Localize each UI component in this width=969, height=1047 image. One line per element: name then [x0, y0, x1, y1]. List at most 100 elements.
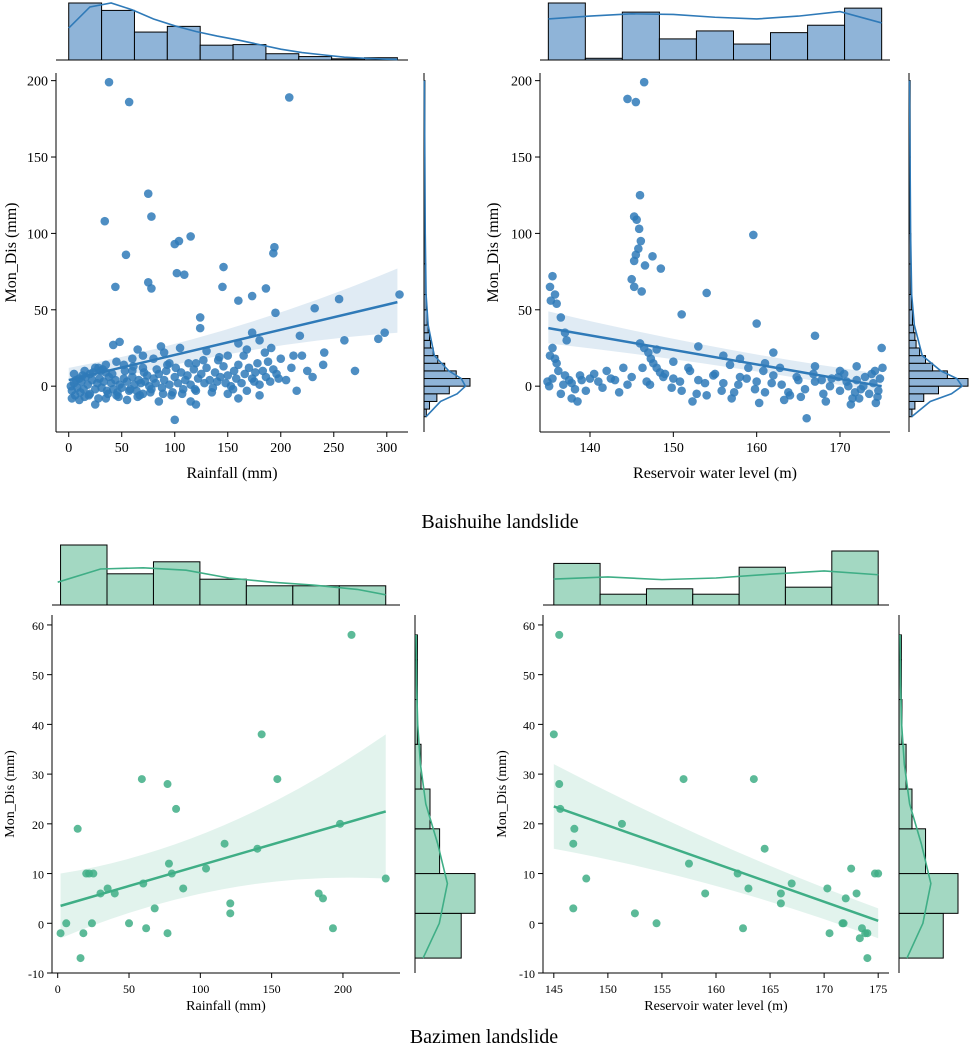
x-marginal-bar — [265, 53, 300, 61]
scatter-point — [777, 380, 786, 389]
scatter-point — [121, 250, 131, 260]
scatter-point — [380, 328, 389, 338]
scatter-point — [779, 395, 789, 405]
scatter-point — [79, 929, 88, 938]
scatter-point — [158, 389, 168, 399]
y-tick-label: 0 — [525, 380, 532, 395]
scatter-point — [287, 363, 296, 373]
scatter-point — [629, 256, 639, 266]
scatter-point — [319, 348, 329, 357]
scatter-point — [548, 343, 557, 353]
scatter-point — [273, 775, 282, 784]
scatter-point — [570, 824, 579, 833]
scatter-point — [569, 904, 578, 913]
scatter-point — [725, 360, 735, 370]
y-tick-label: 0 — [38, 917, 44, 931]
y-tick-label: 50 — [34, 304, 48, 319]
y-marginal-bar — [908, 408, 913, 418]
scatter-point — [139, 368, 149, 377]
scatter-point — [142, 924, 151, 933]
scatter-point — [107, 369, 117, 379]
x-marginal-bar — [553, 562, 601, 606]
scatter-point — [810, 377, 820, 386]
scatter-point — [240, 369, 250, 379]
scatter-point — [854, 394, 864, 403]
y-tick-label: 30 — [32, 768, 44, 782]
scatter-point — [150, 904, 159, 913]
scatter-point — [112, 357, 121, 367]
scatter-point — [825, 929, 834, 938]
scatter-point — [135, 391, 145, 400]
y-marginal-bar — [423, 347, 434, 357]
scatter-point — [103, 389, 113, 399]
scatter-point — [381, 874, 390, 883]
y-tick-label: 100 — [511, 227, 532, 242]
scatter-point — [760, 844, 769, 853]
scatter-point — [619, 363, 628, 373]
scatter-point — [179, 884, 188, 893]
y-marginal-kde — [423, 80, 467, 418]
x-tick-label: 140 — [580, 441, 601, 456]
scatter-point — [734, 380, 743, 389]
scatter-point — [556, 313, 566, 322]
scatter-point — [677, 310, 686, 319]
scatter-point — [138, 351, 148, 360]
scatter-point — [867, 369, 876, 379]
scatter-point — [684, 859, 693, 868]
scatter-point — [226, 899, 235, 908]
panel-bazimen-reservoir: 145 150 155 160 165 170 175 -10 0 10 20 30 40 50 60 Res… — [495, 550, 959, 1014]
y-tick-label: -10 — [28, 967, 44, 981]
scatter-point — [617, 819, 626, 828]
x-marginal-bar — [232, 44, 267, 61]
y-marginal-bar — [423, 339, 431, 349]
scatter-point — [694, 342, 703, 351]
scatter-point — [744, 363, 753, 373]
scatter-point — [284, 93, 294, 102]
scatter-point — [863, 929, 872, 938]
scatter-point — [229, 366, 239, 376]
scatter-point — [846, 400, 856, 409]
scatter-point — [669, 374, 678, 383]
y-tick-label: 40 — [32, 718, 44, 732]
y-tick-label: 20 — [523, 818, 535, 832]
scatter-point — [62, 919, 71, 928]
scatter-point — [735, 372, 745, 382]
x-tick-label: 170 — [830, 441, 851, 456]
x-marginal-bar — [292, 585, 340, 606]
y-marginal-bar — [423, 385, 450, 395]
scatter-point — [817, 375, 826, 385]
y-tick-label: 10 — [523, 868, 535, 882]
y-marginal-bar — [898, 912, 944, 959]
x-marginal-bar — [199, 44, 234, 61]
scatter-point — [742, 374, 751, 383]
scatter-point — [143, 189, 153, 198]
scatter-point — [656, 264, 666, 273]
scatter-point — [297, 351, 307, 360]
scatter-point — [852, 889, 861, 898]
scatter-point — [328, 924, 337, 933]
scatter-point — [255, 336, 264, 345]
scatter-point — [151, 378, 160, 388]
scatter-point — [559, 380, 568, 389]
scatter-point — [631, 97, 641, 107]
scatter-point — [265, 377, 275, 386]
scatter-point — [702, 391, 711, 400]
scatter-point — [750, 384, 760, 394]
scatter-point — [73, 824, 82, 833]
scatter-point — [614, 387, 624, 397]
scatter-point — [760, 387, 770, 397]
scatter-point — [340, 336, 349, 345]
scatter-point — [172, 268, 182, 278]
x-marginal-kde — [548, 10, 882, 24]
x-tick-label: 250 — [323, 441, 344, 456]
y-tick-label: 60 — [32, 619, 44, 633]
scatter-point — [271, 308, 280, 318]
scatter-point — [802, 413, 811, 423]
y-marginal-bar — [908, 362, 934, 372]
y-marginal-bar — [423, 400, 431, 410]
scatter-point — [244, 363, 254, 373]
scatter-point — [548, 271, 557, 281]
scatter-point — [214, 352, 224, 362]
scatter-point — [147, 284, 156, 293]
scatter-point — [167, 391, 176, 400]
